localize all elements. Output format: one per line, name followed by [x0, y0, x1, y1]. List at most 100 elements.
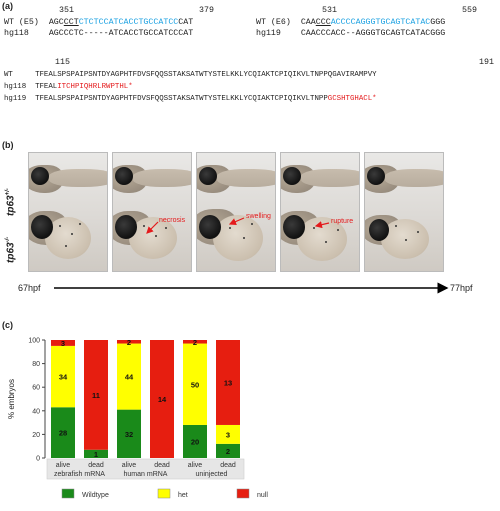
- bar-segment-het: [183, 343, 207, 425]
- bar-segment-het: [216, 424, 240, 444]
- bar-segment-wildtype: [84, 449, 108, 458]
- bar-count-label: 14: [158, 395, 167, 404]
- bar-count-label: 20: [191, 437, 199, 446]
- right-wt-underlined: CCC: [315, 18, 331, 27]
- x-category-label: alive: [56, 462, 71, 469]
- protein-hg118-label: hg118: [4, 83, 27, 91]
- bar-count-label: 32: [125, 430, 133, 439]
- protein-hg119-red: GCSHTGHACL*: [327, 95, 377, 103]
- arrow-rupture: [314, 221, 330, 229]
- arrow-necrosis: [146, 221, 159, 234]
- left-mut-row: hg118 AGCCCTC-----ATCACCTGCCATCCCAT: [4, 29, 193, 39]
- bar-segment-wildtype: [216, 443, 240, 458]
- annotation-rupture: rupture: [331, 218, 354, 225]
- right-mut-seq: CAACCCACC--AGGGTGCAGTCATACGGG: [300, 29, 446, 38]
- bar-count-label: 1: [94, 450, 98, 459]
- legend-label-null: null: [257, 492, 268, 499]
- legend-swatch-het: [157, 488, 171, 499]
- x-category-label: alive: [188, 462, 203, 469]
- protein-wt-label: WT: [4, 71, 13, 79]
- bar-count-label: 50: [191, 380, 199, 389]
- left-wt-underlined: CCT: [63, 18, 79, 27]
- annotation-swelling: swelling: [246, 213, 271, 220]
- protein-hg118-row: hg118 TFEALITCHPIQHRLRWPTHL*: [4, 82, 133, 92]
- y-axis-label: % embryos: [7, 379, 16, 419]
- bar-count-label: 11: [92, 391, 100, 400]
- legend-swatch-null: [236, 488, 250, 499]
- x-category-label: alive: [122, 462, 137, 469]
- left-num-start: 351: [59, 6, 74, 15]
- protein-num-end: 191: [479, 58, 494, 67]
- legend-label-wildtype: Wildtype: [82, 492, 109, 499]
- right-num-end: 559: [462, 6, 477, 15]
- left-wt-label: WT (E5): [4, 18, 39, 27]
- left-wt-post: CAT: [178, 18, 194, 27]
- legend-label-het: het: [178, 492, 188, 499]
- bar-segment-null: [216, 340, 240, 425]
- left-mut-seq: AGCCCTC-----ATCACCTGCCATCCCAT: [48, 29, 194, 38]
- bar-count-label: 28: [59, 429, 67, 438]
- left-wt-blue: CTCTCCATCACCTGCCATCC: [78, 18, 179, 27]
- x-category-label: dead: [220, 462, 236, 469]
- protein-num-start: 115: [55, 58, 70, 67]
- bar-segment-null: [117, 340, 141, 344]
- time-start-label: 67hpf: [18, 283, 41, 293]
- right-mut-row: hg119 CAACCCACC--AGGGTGCAGTCATACGGG: [256, 29, 445, 39]
- bar-count-label: 44: [125, 373, 134, 382]
- y-tick-label: 40: [32, 408, 40, 415]
- y-tick-label: 20: [32, 432, 40, 439]
- x-group-label: uninjected: [196, 471, 228, 478]
- bar-count-label: 3: [61, 339, 65, 348]
- bar-count-label: 3: [226, 430, 230, 439]
- right-wt-pre: CAA: [300, 18, 316, 27]
- panel-b-label: (b): [2, 140, 14, 150]
- right-wt-label: WT (E6): [256, 18, 291, 27]
- protein-hg119-black: TFEALSPSPAIPSNTDYAGPHTFDVSFQQSSTAKSATWTY…: [35, 95, 328, 103]
- right-wt-row: WT (E6) CAACCCACCCCAGGGTGCAGTCATACGGG: [256, 18, 445, 28]
- x-group-label: zebrafish mRNA: [54, 471, 105, 478]
- embryo-photo-2: [112, 152, 192, 272]
- bar-segment-null: [150, 340, 174, 458]
- left-mut-label: hg118: [4, 29, 29, 38]
- group-label-band: [46, 458, 245, 480]
- x-category-label: dead: [88, 462, 104, 469]
- y-tick-label: 100: [28, 338, 40, 345]
- panel-a-label: (a): [2, 1, 13, 11]
- y-tick-label: 80: [32, 361, 40, 368]
- bar-segment-wildtype: [183, 424, 207, 458]
- protein-hg118-red: ITCHPIQHRLRWPTHL*: [57, 83, 133, 91]
- embryo-photo-4: [280, 152, 360, 272]
- right-wt-post: GGG: [430, 18, 446, 27]
- time-end-label: 77hpf: [450, 283, 473, 293]
- bar-segment-wildtype: [51, 407, 75, 458]
- protein-wt-row: WT TFEALSPSPAIPSNTDYAGPHTFDVSFQQSSTAKSAT…: [4, 70, 377, 80]
- bar-segment-null: [84, 340, 108, 450]
- left-num-end: 379: [199, 6, 214, 15]
- bar-segment-null: [183, 340, 207, 344]
- bar-count-label: 13: [224, 378, 232, 387]
- y-tick-label: 60: [32, 385, 40, 392]
- arrow-swelling: [228, 217, 245, 225]
- bar-count-label: 2: [226, 447, 230, 456]
- right-num-start: 531: [322, 6, 337, 15]
- protein-hg118-black: TFEAL: [35, 83, 58, 91]
- protein-hg119-label: hg119: [4, 95, 27, 103]
- annotation-necrosis: necrosis: [159, 217, 186, 224]
- embryo-photo-1: [28, 152, 108, 272]
- bar-segment-null: [51, 340, 75, 346]
- protein-wt-seq: TFEALSPSPAIPSNTDYAGPHTFDVSFQQSSTAKSATWTY…: [35, 71, 377, 79]
- panel-c-label: (c): [2, 320, 13, 330]
- bar-segment-wildtype: [117, 409, 141, 458]
- bar-count-label: 2: [127, 338, 131, 347]
- left-wt-pre: AGC: [48, 18, 64, 27]
- bar-count-label: 2: [193, 338, 197, 347]
- right-mut-label: hg119: [256, 29, 281, 38]
- left-wt-row: WT (E5) AGCCCTCTCTCCATCACCTGCCATCCCAT: [4, 18, 193, 28]
- bar-count-label: 34: [59, 373, 68, 382]
- x-category-label: dead: [154, 462, 170, 469]
- y-tick-label: 0: [36, 456, 40, 463]
- right-wt-blue: ACCCCAGGGTGCAGTCATAC: [330, 18, 431, 27]
- embryo-photo-5: [364, 152, 444, 272]
